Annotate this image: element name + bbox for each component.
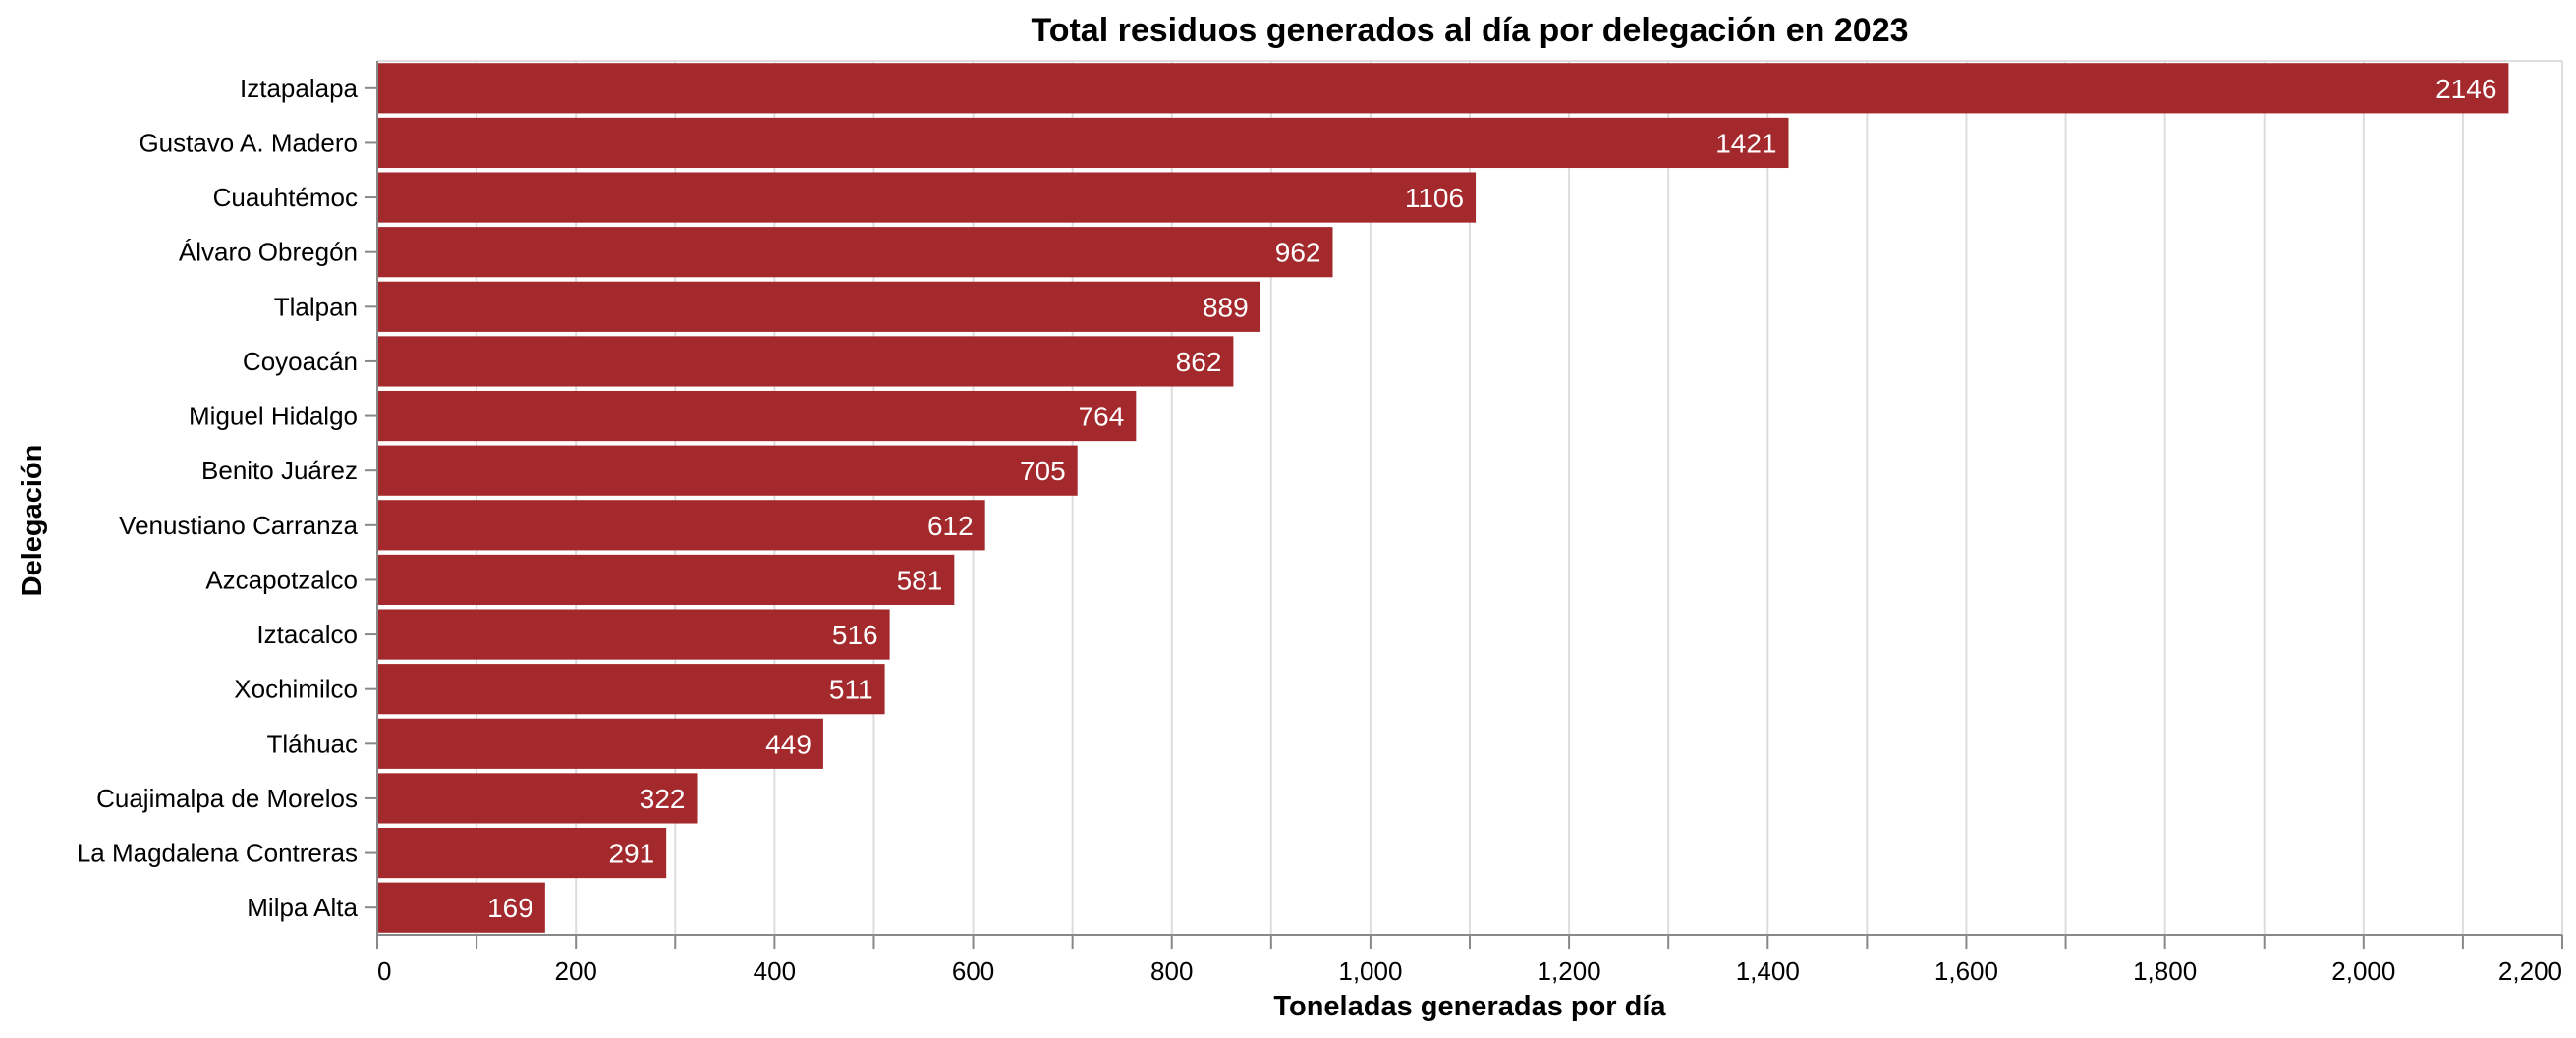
bar	[377, 882, 545, 933]
x-tick-label: 600	[952, 956, 994, 986]
bar	[377, 609, 890, 660]
x-tick-label: 1,400	[1736, 956, 1800, 986]
bar	[377, 227, 1333, 278]
data-label: 449	[765, 729, 812, 759]
x-tick-label: 2,000	[2331, 956, 2395, 986]
x-tick-label: 1,600	[1934, 956, 1998, 986]
y-tick-label: Cuajimalpa de Morelos	[96, 784, 358, 813]
y-tick-label: Tláhuac	[267, 729, 359, 758]
x-tick-label: 1,200	[1538, 956, 1601, 986]
bar	[377, 773, 698, 824]
data-label: 862	[1176, 347, 1222, 377]
data-label: 511	[829, 675, 873, 705]
x-axis-title: Toneladas generadas por día	[1273, 991, 1666, 1022]
y-tick-label: Iztapalapa	[240, 74, 359, 103]
bar	[377, 336, 1234, 387]
bar	[377, 281, 1260, 332]
bar	[377, 664, 885, 715]
y-tick-label: Xochimilco	[234, 675, 358, 704]
data-label: 705	[1020, 456, 1066, 486]
x-tick-label: 1,800	[2133, 956, 2197, 986]
data-label: 962	[1275, 238, 1321, 268]
x-tick-label: 200	[554, 956, 596, 986]
y-tick-label: Iztacalco	[256, 620, 358, 649]
x-tick-label: 400	[754, 956, 796, 986]
bar	[377, 445, 1078, 496]
y-axis-title: Delegación	[17, 445, 48, 597]
y-tick-label: Benito Juárez	[201, 456, 358, 485]
y-tick-label: Coyoacán	[243, 347, 358, 376]
y-tick-label: Venustiano Carranza	[119, 511, 358, 540]
data-label: 291	[608, 839, 654, 869]
y-tick-label: La Magdalena Contreras	[77, 839, 358, 868]
bar	[377, 117, 1789, 169]
bar	[377, 500, 985, 551]
bar	[377, 827, 667, 879]
x-tick-label: 0	[377, 956, 391, 986]
y-tick-label: Azcapotzalco	[205, 565, 358, 594]
data-label: 612	[927, 511, 974, 541]
data-label: 516	[832, 620, 878, 650]
bar	[377, 718, 823, 769]
y-tick-label: Tlalpan	[274, 292, 358, 321]
x-tick-label: 800	[1150, 956, 1193, 986]
data-label: 1421	[1715, 128, 1776, 158]
y-tick-label: Milpa Alta	[247, 893, 358, 922]
y-tick-label: Miguel Hidalgo	[189, 402, 358, 431]
bar	[377, 172, 1477, 223]
bar	[377, 63, 2509, 114]
chart-title: Total residuos generados al día por dele…	[1031, 12, 1908, 49]
data-label: 889	[1203, 292, 1249, 322]
bar	[377, 554, 955, 606]
data-label: 169	[487, 893, 533, 923]
y-tick-label: Álvaro Obregón	[179, 238, 358, 267]
axes: Iztapalapa Gustavo A. Madero Cuauhtémoc Álv…	[77, 61, 2563, 986]
data-label: 2146	[2436, 74, 2496, 104]
y-tick-label: Gustavo A. Madero	[139, 128, 358, 157]
data-label: 322	[640, 784, 686, 814]
data-label: 764	[1079, 402, 1125, 432]
x-tick-label: 2,200	[2498, 956, 2562, 986]
data-label: 1106	[1405, 183, 1464, 213]
data-label: 581	[897, 565, 943, 595]
bar	[377, 390, 1137, 442]
bars: 2146 1421 1106 962 889 862 764 705 612 581 516 511 4…	[377, 63, 2509, 933]
x-tick-label: 1,000	[1338, 956, 1402, 986]
y-tick-label: Cuauhtémoc	[213, 183, 358, 212]
